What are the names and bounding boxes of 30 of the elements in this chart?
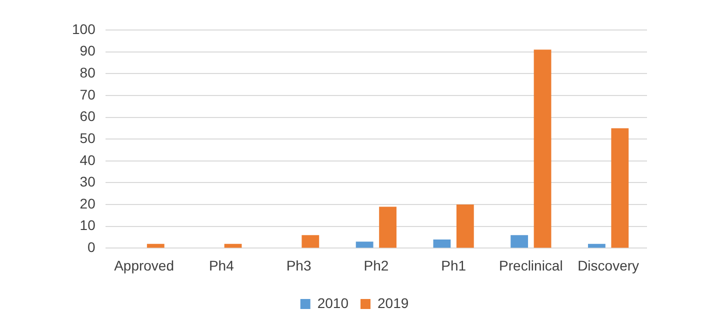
y-tick-label: 80 [80,64,96,80]
x-tick-label: Approved [114,257,174,274]
y-tick-label: 70 [80,86,96,102]
bar [433,239,451,248]
legend-label: 2019 [378,294,409,311]
bar [379,206,396,248]
y-tick-label: 20 [80,195,96,212]
bar [611,128,629,248]
y-tick-label: 40 [80,152,96,168]
x-tick-label: Discovery [578,257,640,274]
x-tick-label: Ph2 [364,257,389,274]
bar [588,244,606,248]
bar [302,235,320,248]
bar [534,50,552,248]
x-tick-label: Ph1 [441,257,466,274]
bar [146,244,164,248]
y-tick-label: 100 [72,20,96,37]
x-tick-label: Preclinical [499,257,563,274]
y-tick-label: 0 [88,239,96,256]
y-tick-label: 30 [80,174,96,190]
x-tick-label: Ph3 [286,257,312,274]
bar [510,235,528,248]
y-tick-label: 10 [80,217,96,234]
x-tick-label: Ph4 [208,257,234,274]
legend-label: 2010 [317,294,349,311]
y-tick-label: 90 [80,42,96,59]
bar [356,242,374,248]
y-tick-label: 60 [80,108,96,124]
y-tick-label: 50 [80,130,96,146]
bar [456,204,474,248]
